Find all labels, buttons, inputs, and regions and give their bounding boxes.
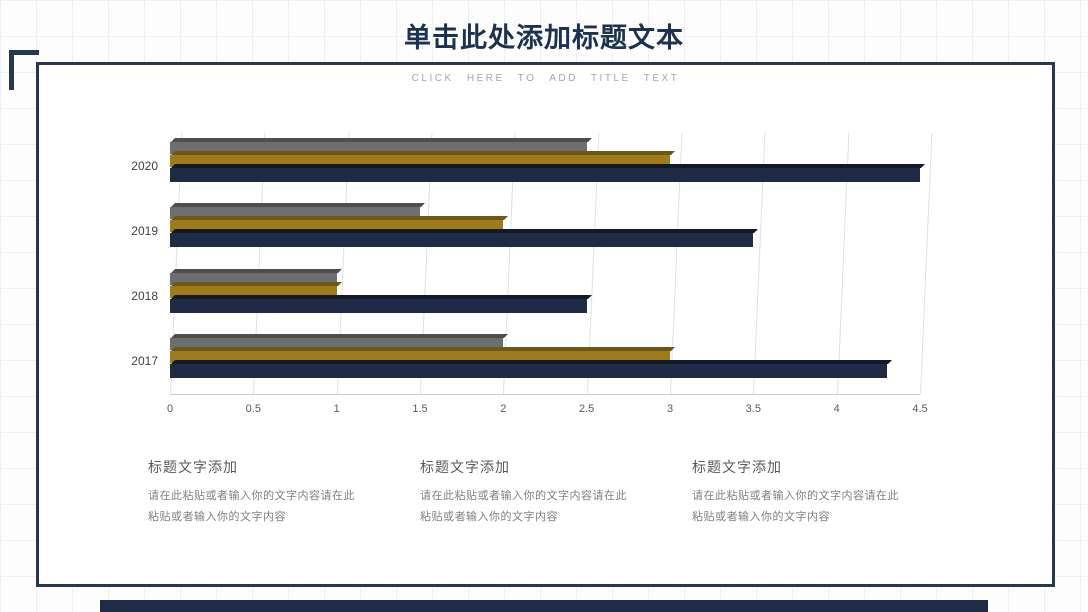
text-block-heading: 标题文字添加 [420,459,510,475]
bar-top-face [171,268,342,273]
bottom-accent-bar [100,600,988,612]
x-tick-label: 0.5 [245,403,261,415]
x-tick-label: 4 [833,403,840,415]
x-tick-label: 3.5 [745,403,761,415]
x-tick-label: 3 [666,403,674,415]
text-block-body: 请在此粘贴或者输入你的文字内容请在此粘贴或者输入你的文字内容 [148,490,355,524]
gridline [920,133,933,394]
bar-navy-2020 [170,164,925,182]
plot-area[interactable]: 2020 2019 2018 2017 [131,133,933,395]
bar-top-face [171,359,892,364]
x-axis: 0 0.5 1 1.5 2 2.5 3 3.5 4 4.5 [166,403,928,419]
content-frame: CLICK HERE TO ADD TITLE TEXT 2020 2019 201… [36,62,1055,587]
bar-top-face [171,346,675,351]
bar-top-face [171,333,509,338]
category-label: 2017 [131,354,158,369]
text-block-heading: 标题文字添加 [692,459,782,475]
text-block[interactable]: 标题文字添加 请在此粘贴或者输入你的文字内容请在此粘贴或者输入你的文字内容 [148,457,420,529]
category-label: 2019 [131,223,158,238]
category-label: 2018 [131,289,158,304]
text-columns: 标题文字添加 请在此粘贴或者输入你的文字内容请在此粘贴或者输入你的文字内容 标题… [148,457,964,529]
bar-top-face [171,164,925,168]
bar-top-face [171,294,592,299]
x-tick-label: 1 [333,403,340,415]
text-block-body: 请在此粘贴或者输入你的文字内容请在此粘贴或者输入你的文字内容 [420,490,627,524]
corner-bracket-decoration [9,50,39,90]
slide-subtitle: CLICK HERE TO ADD TITLE TEXT [411,73,680,84]
slide-title-placeholder[interactable]: 单击此处添加标题文本 [404,23,684,53]
bar-top-face [171,281,342,286]
x-tick-label: 2 [500,403,507,415]
x-tick-label: 4.5 [912,403,928,415]
bar-top-face [171,138,592,142]
bar-top-face [171,203,425,208]
text-block[interactable]: 标题文字添加 请在此粘贴或者输入你的文字内容请在此粘贴或者输入你的文字内容 [692,457,964,529]
x-tick-label: 1.5 [412,403,428,415]
bar-navy-2019 [170,229,759,248]
bar-navy-2018 [170,294,592,313]
category-label: 2020 [131,158,158,173]
bar-group-2020: 2020 [131,133,925,198]
text-block-heading: 标题文字添加 [148,459,238,475]
text-block-body: 请在此粘贴或者输入你的文字内容请在此粘贴或者输入你的文字内容 [692,490,899,524]
bar-top-face [171,151,675,155]
bar-group-2018: 2018 [131,264,920,329]
bar-group-2017: 2017 [131,329,920,394]
x-tick-label: 0 [166,403,174,415]
bar-top-face [171,216,509,221]
text-block[interactable]: 标题文字添加 请在此粘贴或者输入你的文字内容请在此粘贴或者输入你的文字内容 [420,457,692,529]
x-tick-label: 2.5 [579,403,595,415]
bar-top-face [171,229,759,234]
bar-navy-2017 [170,359,892,378]
bar-group-2019: 2019 [131,198,920,263]
